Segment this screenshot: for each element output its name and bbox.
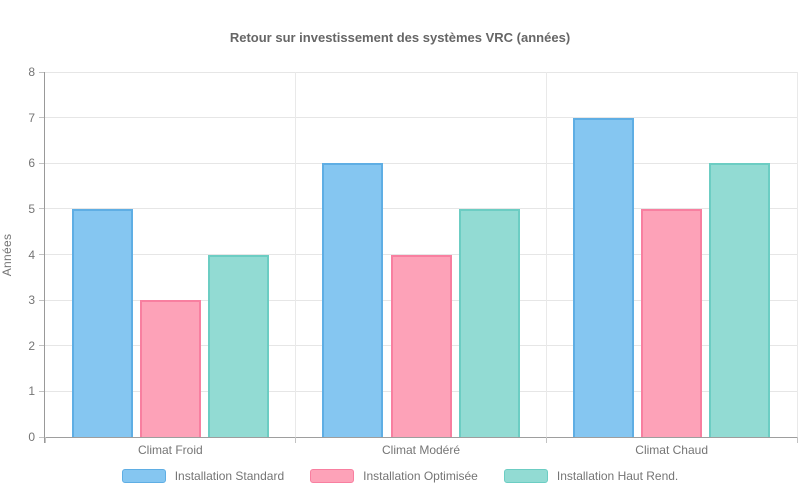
x-tick-mark — [295, 437, 297, 443]
y-tick-mark — [39, 299, 44, 301]
y-tick-label: 4 — [28, 247, 35, 262]
bar-2-cat-1[interactable] — [139, 300, 201, 437]
bar-2-cat-3[interactable] — [641, 208, 703, 437]
x-tick-mark — [44, 437, 46, 443]
y-tick-mark — [39, 71, 44, 73]
v-gridline — [796, 72, 798, 437]
bar-3-cat-3[interactable] — [709, 163, 771, 437]
bar-3-cat-1[interactable] — [208, 254, 270, 437]
y-tick-mark — [39, 117, 44, 119]
y-axis-line — [44, 72, 45, 443]
y-tick-label: 0 — [28, 430, 35, 444]
y-tick-mark — [39, 208, 44, 210]
v-gridline — [545, 72, 547, 437]
x-tick-mark — [545, 437, 547, 443]
x-tick-label: Climat Chaud — [635, 443, 708, 457]
chart-title: Retour sur investissement des systèmes V… — [229, 30, 571, 45]
legend-item-1[interactable]: Installation Standard — [121, 469, 285, 483]
bar-1-cat-3[interactable] — [572, 117, 634, 437]
y-tick-label: 6 — [28, 156, 35, 171]
y-tick-mark — [39, 345, 44, 347]
bar-2-cat-2[interactable] — [390, 254, 452, 437]
y-tick-label: 5 — [28, 201, 35, 216]
legend: Installation Standard Installation Optimi… — [0, 469, 800, 483]
y-tick-label: 3 — [28, 293, 35, 308]
plot-area: 0 1 2 3 4 5 6 7 8 — [28, 65, 798, 444]
legend-label: Installation Standard — [174, 469, 285, 483]
v-gridline — [295, 72, 297, 437]
h-gridline — [45, 71, 797, 73]
y-tick-label: 7 — [28, 110, 35, 125]
x-tick-label: Climat Modéré — [381, 443, 461, 457]
legend-swatch — [503, 469, 548, 483]
legend-item-3[interactable]: Installation Haut Rend. — [503, 469, 679, 483]
bar-3-cat-2[interactable] — [458, 208, 520, 437]
h-gridline — [45, 162, 797, 164]
legend-label: Installation Haut Rend. — [556, 469, 679, 483]
legend-item-2[interactable]: Installation Optimisée — [310, 469, 478, 483]
legend-swatch — [121, 469, 166, 483]
x-tick-label: Climat Froid — [137, 443, 203, 457]
h-gridline — [45, 208, 797, 210]
y-tick-label: 1 — [28, 384, 35, 399]
y-tick-mark — [39, 390, 44, 392]
x-tick-mark — [796, 437, 798, 443]
bar-1-cat-1[interactable] — [71, 208, 133, 437]
y-tick-mark — [39, 162, 44, 164]
y-tick-label: 2 — [28, 338, 35, 353]
y-tick-label: 8 — [28, 65, 35, 79]
y-tick-mark — [39, 436, 44, 438]
legend-swatch — [310, 469, 355, 483]
h-gridline — [45, 117, 797, 119]
bar-1-cat-2[interactable] — [322, 163, 384, 437]
y-tick-mark — [39, 254, 44, 255]
x-axis-line — [44, 437, 797, 438]
legend-label: Installation Optimisée — [363, 469, 478, 483]
